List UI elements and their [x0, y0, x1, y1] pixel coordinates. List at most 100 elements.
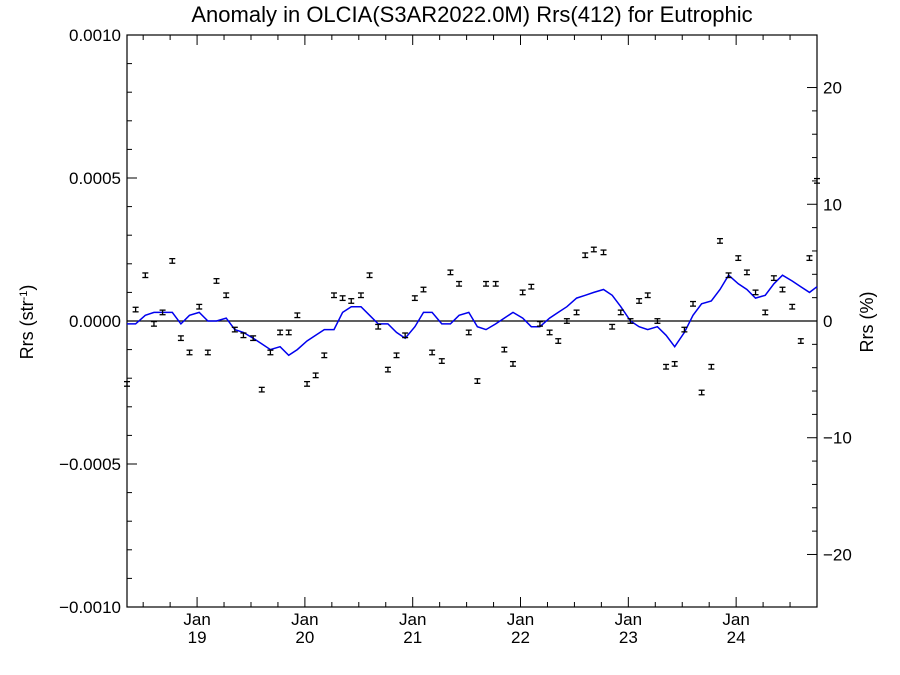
- left-tick-label: −0.0005: [59, 455, 121, 474]
- left-axis-ticks: 0.0010 0.0005 0.0000 −0.0005 −0.0010: [59, 26, 137, 617]
- anomaly-point: [743, 269, 750, 276]
- anomaly-point: [177, 335, 184, 342]
- x-tick-month-label: Jan: [291, 610, 318, 629]
- x-tick-year-label: 24: [727, 628, 746, 647]
- right-tick-label: 20: [823, 79, 842, 98]
- anomaly-point: [267, 349, 274, 356]
- anomaly-point: [600, 249, 607, 256]
- anomaly-point: [654, 318, 661, 324]
- anomaly-point: [169, 258, 176, 264]
- anomaly-point: [142, 272, 149, 279]
- anomaly-point: [789, 303, 796, 310]
- anomaly-point: [555, 338, 562, 344]
- anomaly-point: [159, 309, 166, 316]
- anomaly-point: [321, 352, 328, 359]
- x-tick-year-label: 23: [619, 628, 638, 647]
- anomaly-point: [223, 292, 230, 299]
- anomaly-point: [339, 295, 346, 302]
- anomaly-point: [528, 283, 535, 290]
- anomaly-point: [204, 349, 211, 356]
- left-tick-label: 0.0005: [69, 169, 121, 188]
- anomaly-point: [806, 255, 813, 262]
- anomaly-point: [124, 380, 130, 387]
- anomaly-point: [285, 329, 292, 336]
- anomaly-point: [474, 378, 481, 384]
- x-tick-month-label: Jan: [722, 610, 749, 629]
- anomaly-point: [519, 289, 526, 296]
- anomaly-point: [536, 320, 543, 327]
- anomaly-point: [582, 252, 589, 259]
- anomaly-point: [375, 323, 382, 330]
- anomaly-point: [240, 332, 247, 339]
- anomaly-point: [698, 389, 705, 396]
- left-tick-label: −0.0010: [59, 598, 121, 617]
- anomaly-point: [132, 306, 139, 313]
- anomaly-point: [277, 329, 284, 336]
- left-tick-label: 0.0000: [69, 312, 121, 331]
- anomaly-point: [546, 329, 553, 336]
- anomaly-point: [762, 309, 769, 316]
- anomaly-point: [420, 286, 427, 293]
- anomaly-point: [770, 275, 777, 282]
- anomaly-point: [304, 380, 311, 387]
- left-tick-label: 0.0010: [69, 26, 121, 45]
- right-axis-ticks: 20 10 0 −10 −20: [807, 79, 852, 564]
- anomaly-point: [393, 352, 400, 359]
- anomaly-point: [483, 280, 490, 287]
- anomaly-point: [150, 320, 157, 327]
- anomaly-point: [617, 309, 624, 316]
- anomaly-point: [573, 309, 580, 316]
- anomaly-point: [752, 289, 759, 296]
- anomaly-point: [456, 280, 463, 287]
- right-tick-label: −20: [823, 545, 852, 564]
- anomaly-point: [716, 237, 723, 244]
- anomaly-point: [231, 326, 238, 333]
- anomaly-point: [250, 335, 257, 342]
- y-axis-left-label: Rrs (str-1): [17, 285, 37, 360]
- anomaly-point: [186, 349, 193, 356]
- y-axis-left-label-sup: -1: [18, 291, 30, 301]
- y-axis-left-label-base: Rrs (str: [17, 300, 37, 359]
- anomaly-point: [590, 246, 597, 253]
- x-tick-year-label: 22: [511, 628, 530, 647]
- x-tick-year-label: 19: [188, 628, 207, 647]
- x-tick-month-label: Jan: [507, 610, 534, 629]
- anomaly-point: [402, 332, 409, 339]
- x-tick-year-label: 20: [295, 628, 314, 647]
- anomaly-point: [196, 303, 203, 310]
- anomaly-point: [465, 329, 472, 336]
- y-axis-right-label: Rrs (%): [857, 292, 877, 353]
- anomaly-point: [636, 298, 643, 304]
- anomaly-point: [644, 292, 651, 299]
- anomaly-point: [366, 272, 373, 279]
- anomaly-point: [708, 363, 715, 370]
- anomaly-point: [331, 292, 337, 299]
- y-axis-left-label-end: ): [17, 285, 37, 291]
- anomaly-point: [429, 349, 436, 356]
- anomaly-point: [411, 295, 418, 302]
- anomaly-point: [357, 292, 364, 299]
- anomaly-point: [725, 272, 732, 279]
- anomaly-point: [213, 278, 220, 284]
- anomaly-point: [384, 366, 391, 373]
- anomaly-point: [258, 386, 265, 393]
- anomaly-point: [814, 177, 820, 184]
- anomaly-point: [492, 280, 499, 287]
- anomaly-point: [609, 323, 616, 330]
- right-tick-label: 0: [823, 312, 832, 331]
- anomaly-point: [563, 318, 570, 324]
- anomaly-point: [447, 269, 454, 276]
- anomaly-point: [671, 360, 678, 367]
- x-tick-month-label: Jan: [399, 610, 426, 629]
- anomaly-point: [312, 372, 319, 379]
- x-tick-year-label: 21: [403, 628, 422, 647]
- x-tick-month-label: Jan: [615, 610, 642, 629]
- anomaly-point: [438, 358, 445, 364]
- right-tick-label: 10: [823, 195, 842, 214]
- anomaly-point: [797, 338, 804, 344]
- running-mean-line: [127, 274, 818, 357]
- right-tick-label: −10: [823, 429, 852, 448]
- monthly-anomaly-series: [124, 177, 820, 396]
